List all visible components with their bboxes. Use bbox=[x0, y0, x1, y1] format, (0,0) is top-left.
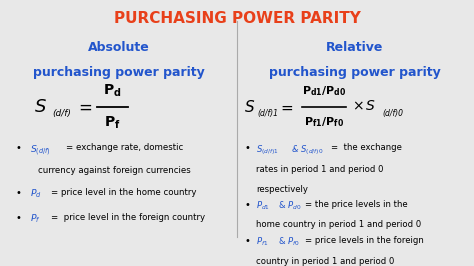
Text: $\mathbf{P_{f1}/P_{f0}}$: $\mathbf{P_{f1}/P_{f0}}$ bbox=[304, 115, 344, 129]
Text: $\mathbf{P_{d1}/P_{d0}}$: $\mathbf{P_{d1}/P_{d0}}$ bbox=[302, 84, 346, 98]
Text: & $P_{d0}$: & $P_{d0}$ bbox=[278, 200, 302, 212]
Text: $\mathbf{P_d}$: $\mathbf{P_d}$ bbox=[103, 83, 121, 99]
Text: $\times\, S$: $\times\, S$ bbox=[353, 99, 377, 113]
Text: •: • bbox=[244, 200, 250, 210]
Text: country in period 1 and period 0: country in period 1 and period 0 bbox=[256, 257, 394, 266]
Text: $S_{(d/f)1}$: $S_{(d/f)1}$ bbox=[256, 143, 279, 157]
Text: $=$: $=$ bbox=[75, 98, 92, 116]
Text: •: • bbox=[244, 143, 250, 153]
Text: = price levels in the foreign: = price levels in the foreign bbox=[305, 236, 424, 245]
Text: (d/f)1: (d/f)1 bbox=[257, 109, 278, 118]
Text: •: • bbox=[16, 143, 21, 153]
Text: & $P_{f0}$: & $P_{f0}$ bbox=[278, 236, 301, 248]
Text: (d/f)0: (d/f)0 bbox=[382, 109, 403, 118]
Text: purchasing power parity: purchasing power parity bbox=[269, 66, 441, 79]
Text: $P_{f1}$: $P_{f1}$ bbox=[256, 236, 268, 248]
Text: respectively: respectively bbox=[256, 185, 308, 194]
Text: Relative: Relative bbox=[326, 41, 383, 54]
Text: $S_{(d/f)}$: $S_{(d/f)}$ bbox=[30, 143, 51, 157]
Text: rates in period 1 and period 0: rates in period 1 and period 0 bbox=[256, 165, 383, 174]
Text: = price level in the home country: = price level in the home country bbox=[51, 188, 196, 197]
Text: home country in period 1 and period 0: home country in period 1 and period 0 bbox=[256, 220, 421, 229]
Text: =  the exchange: = the exchange bbox=[331, 143, 402, 152]
Text: $S$: $S$ bbox=[244, 99, 255, 115]
Text: •: • bbox=[16, 213, 21, 223]
Text: $P_d$: $P_d$ bbox=[30, 188, 41, 201]
Text: purchasing power parity: purchasing power parity bbox=[33, 66, 205, 79]
Text: (d/f): (d/f) bbox=[52, 109, 71, 118]
Text: $=$: $=$ bbox=[278, 99, 294, 114]
Text: $P_f$: $P_f$ bbox=[30, 213, 40, 225]
Text: Absolute: Absolute bbox=[88, 41, 150, 54]
Text: $\mathbf{\it{S}}$: $\mathbf{\it{S}}$ bbox=[35, 98, 47, 116]
Text: $P_{d1}$: $P_{d1}$ bbox=[256, 200, 270, 212]
Text: currency against foreign currencies: currency against foreign currencies bbox=[38, 166, 191, 174]
Text: PURCHASING POWER PARITY: PURCHASING POWER PARITY bbox=[114, 11, 360, 26]
Text: = the price levels in the: = the price levels in the bbox=[305, 200, 408, 209]
Text: =  price level in the foreign country: = price level in the foreign country bbox=[51, 213, 205, 222]
Text: •: • bbox=[16, 188, 21, 198]
Text: •: • bbox=[244, 236, 250, 246]
Text: & $S_{(d/f)0}$: & $S_{(d/f)0}$ bbox=[291, 143, 324, 157]
Text: = exchange rate, domestic: = exchange rate, domestic bbox=[66, 143, 183, 152]
Text: $\mathbf{P_f}$: $\mathbf{P_f}$ bbox=[104, 114, 120, 131]
